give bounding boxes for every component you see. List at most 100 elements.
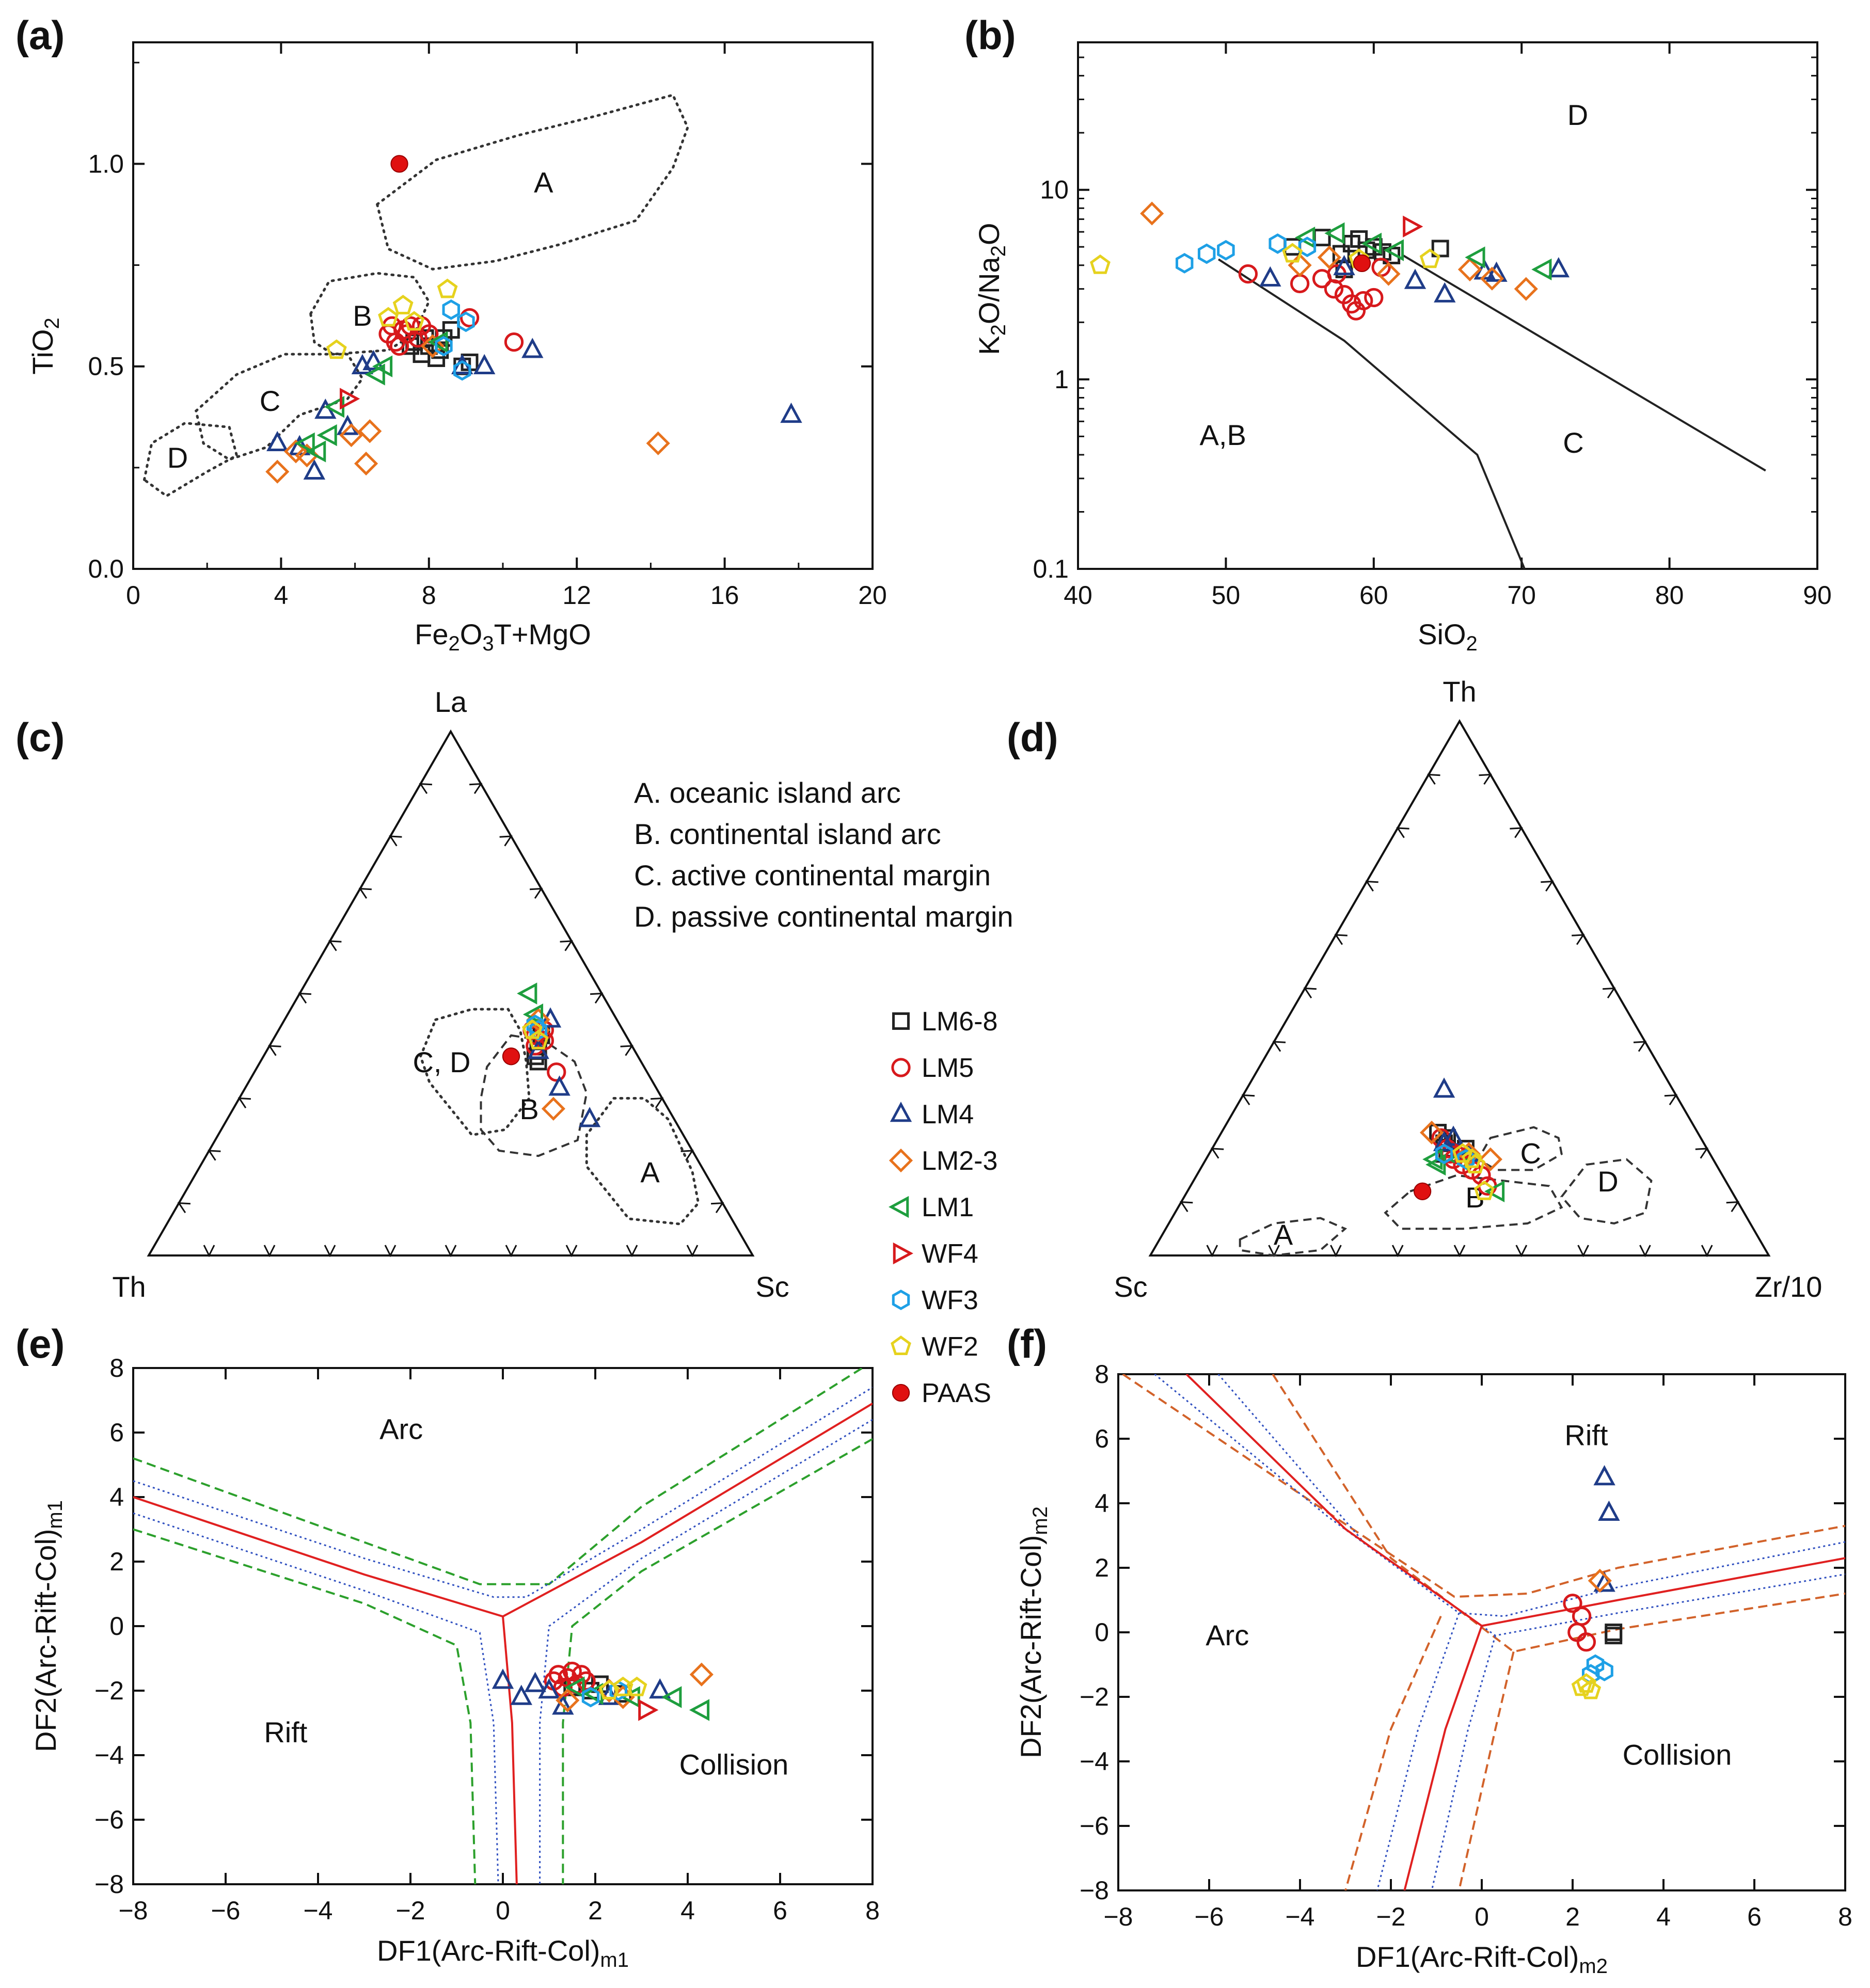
vertex-label-top: Th: [1443, 675, 1476, 708]
data-point-lm4: [548, 1075, 570, 1096]
data-point-lm1: [1531, 258, 1552, 281]
ternary-tick: [208, 1150, 221, 1161]
region-label-c: C: [1563, 426, 1583, 459]
x-axis-label: SiO2: [1418, 618, 1478, 655]
ternary-tick: [1396, 827, 1409, 838]
legend-label: WF3: [922, 1285, 978, 1315]
region-label-b: B: [353, 299, 372, 332]
ternary-tick: [445, 1245, 457, 1258]
x-tick-label: 0: [1475, 1902, 1489, 1931]
data-point-wf3: [1595, 1661, 1613, 1681]
x-tick-label: −8: [1103, 1902, 1133, 1931]
data-point-lm5: [1572, 1607, 1592, 1626]
legend: LM6-8 LM5 LM4 LM2-3 LM1 WF4 WF3 WF2 PAAS: [889, 1007, 997, 1408]
data-point-lm1: [522, 1003, 544, 1026]
legend-label: LM2-3: [922, 1146, 997, 1176]
data-point-lm4: [1442, 1125, 1465, 1146]
legend-label: WF2: [922, 1332, 978, 1362]
data-point-lm5: [1324, 279, 1344, 299]
boundary-ab-c: [1217, 258, 1526, 569]
data-point-lm5: [459, 308, 480, 328]
ternary-tick: [1179, 1201, 1193, 1213]
data-point-paas: [1353, 254, 1371, 273]
data-point-lm6-8: [1605, 1627, 1623, 1645]
legend-label: LM1: [922, 1192, 974, 1222]
region-b-outline: [1384, 1174, 1563, 1230]
ternary-tick: [268, 1045, 281, 1056]
region-d-outline: [1560, 1158, 1653, 1224]
data-point-lm2-3: [1420, 1120, 1444, 1145]
data-point-lm4: [1547, 257, 1570, 278]
boundary-orange-dashed: [1122, 1374, 1845, 1598]
ternary-tick: [1334, 934, 1348, 945]
legend-marker-lm4: [890, 1102, 912, 1122]
ternary-tick: [1303, 987, 1317, 999]
y-tick-label: 0.5: [88, 352, 124, 381]
boundary-green-dashed: [133, 1528, 477, 1884]
region-key-item: A. oceanic island arc: [634, 776, 901, 809]
data-point-wf3: [609, 1680, 627, 1701]
ternary-tick: [419, 783, 432, 794]
data-point-lm4: [780, 402, 802, 423]
ternary-tick: [358, 887, 372, 899]
y-tick-label: −6: [94, 1805, 124, 1834]
region-cd-outline: [419, 1008, 531, 1137]
x-tick-label: 2: [588, 1896, 603, 1925]
panel-e: (e) −8 −6 −4 −2 0 2 4 6 8 −8 −6 −4 −2 0 2 4 6 8 DF1(Arc-Rif…: [15, 1321, 880, 1971]
y-tick-label: −4: [1080, 1747, 1109, 1776]
data-point-lm1: [1422, 1148, 1443, 1170]
data-point-wf2: [404, 311, 425, 331]
data-point-wf2: [528, 1029, 549, 1049]
ternary-frame: [1148, 719, 1771, 1257]
data-point-wf3: [1298, 236, 1317, 258]
data-point-lm4: [337, 415, 359, 435]
ternary-tick: [1633, 1041, 1647, 1052]
panel-label: (c): [15, 714, 65, 760]
data-point-lm2-3: [1588, 1568, 1612, 1593]
data-point-lm5: [547, 1062, 566, 1082]
region-label-d: D: [167, 441, 188, 474]
region-a-outline: [375, 93, 689, 271]
y-tick-label: −8: [1080, 1876, 1109, 1905]
region-label-ab: A,B: [1200, 419, 1246, 451]
legend-marker-wf4: [893, 1242, 913, 1265]
data-point-wf2: [1452, 1143, 1473, 1163]
data-point-lm5: [1364, 288, 1384, 308]
field-boundaries: [133, 1368, 873, 1884]
data-point-wf2: [1576, 1673, 1597, 1693]
y-tick-label: 6: [1095, 1424, 1109, 1453]
y-tick-label: 0.0: [88, 554, 124, 583]
data-point-lm1: [1383, 239, 1404, 261]
ternary-tick: [384, 1245, 397, 1258]
region-label-cd: C, D: [413, 1046, 470, 1078]
data-point-lm5: [1290, 274, 1310, 294]
data-point-lm1: [661, 1686, 682, 1708]
boundary-blue-dotted: [1431, 1635, 1496, 1890]
panel-label: (b): [964, 12, 1016, 58]
boundary-c-d: [1403, 255, 1766, 472]
y-tick-label: 6: [109, 1418, 124, 1447]
ternary-tick: [1479, 773, 1492, 785]
data-point-lm2-3: [339, 423, 363, 448]
data-point-lm4: [303, 459, 326, 480]
ternary-tick: [711, 1202, 724, 1214]
data-point-lm4: [521, 338, 544, 358]
data-point-lm2-3: [646, 431, 670, 455]
data-point-wf3: [1456, 1149, 1475, 1170]
ternary-tick: [1330, 1245, 1342, 1258]
data-point-wf3: [453, 360, 471, 381]
y-axis-label: DF2(Arc-Rift-Col)m2: [1015, 1506, 1052, 1758]
x-tick-label: −6: [1194, 1902, 1224, 1931]
data-point-wf2: [437, 278, 458, 298]
data-point-lm5: [562, 1661, 582, 1681]
panel-b: (b) 40 50 60 70 80 90 0.1 1 10 SiO2 K2O/Na2O A,B C D: [964, 12, 1832, 655]
legend-label: LM6-8: [922, 1007, 997, 1037]
data-point-lm1: [294, 432, 315, 454]
legend-label: LM5: [922, 1053, 974, 1083]
ternary-tick: [620, 1045, 633, 1056]
data-point-lm4: [510, 1684, 532, 1705]
data-point-wf2: [1462, 1148, 1482, 1168]
boundary-green-dashed: [133, 1368, 864, 1585]
boundary-blue-dotted: [1376, 1613, 1460, 1890]
data-point-lm5: [504, 332, 524, 352]
